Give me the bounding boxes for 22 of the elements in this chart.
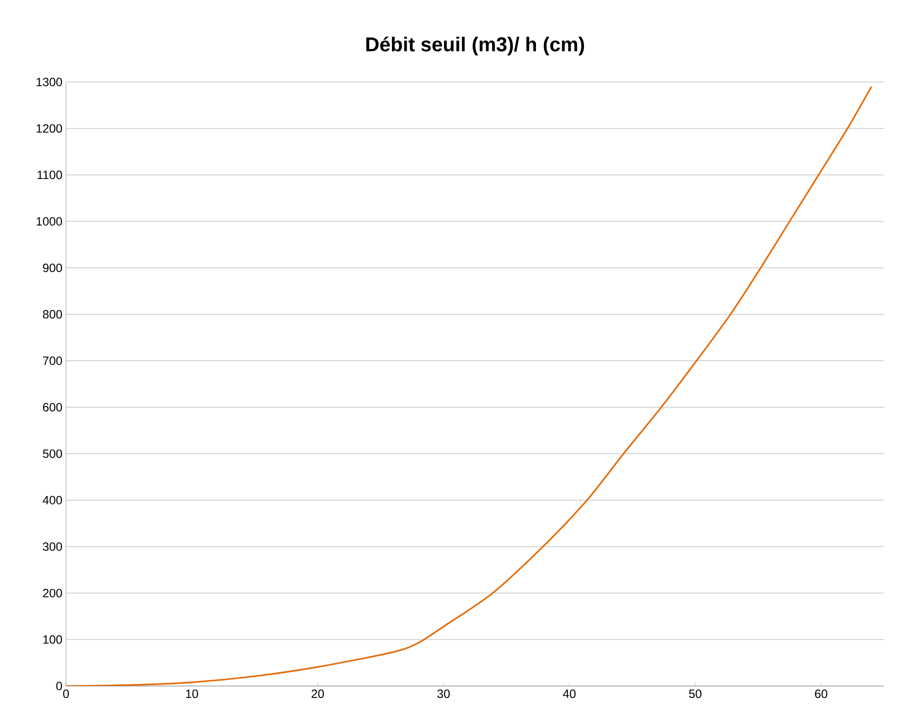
y-tick-label: 700 — [43, 356, 62, 366]
y-tick-label: 0 — [56, 682, 62, 690]
y-tick-label: 500 — [42, 449, 62, 458]
chart-title: Débit seuil (m3)/ h (cm) — [366, 36, 584, 56]
y-tick-label: 1100 — [38, 170, 62, 180]
x-tick-label: 40 — [562, 690, 576, 698]
x-tick-label: 0 — [63, 690, 69, 698]
x-tick-label: 10 — [186, 690, 198, 698]
x-tick-label: 50 — [689, 690, 702, 698]
x-tick-label: 30 — [437, 690, 450, 698]
y-tick-label: 300 — [42, 542, 62, 551]
y-tick-label: 100 — [43, 635, 62, 644]
y-tick-label: 400 — [42, 496, 62, 504]
y-tick-label: 900 — [43, 264, 62, 272]
y-tick-label: 800 — [42, 310, 62, 319]
y-tick-label: 200 — [43, 588, 62, 598]
y-tick-label: 1200 — [36, 124, 62, 133]
x-tick-label: 20 — [312, 690, 324, 698]
y-tick-label: 1300 — [36, 78, 62, 86]
y-tick-label: 600 — [43, 402, 62, 412]
y-tick-label: 1000 — [36, 217, 62, 226]
x-tick-label: 60 — [815, 690, 828, 698]
